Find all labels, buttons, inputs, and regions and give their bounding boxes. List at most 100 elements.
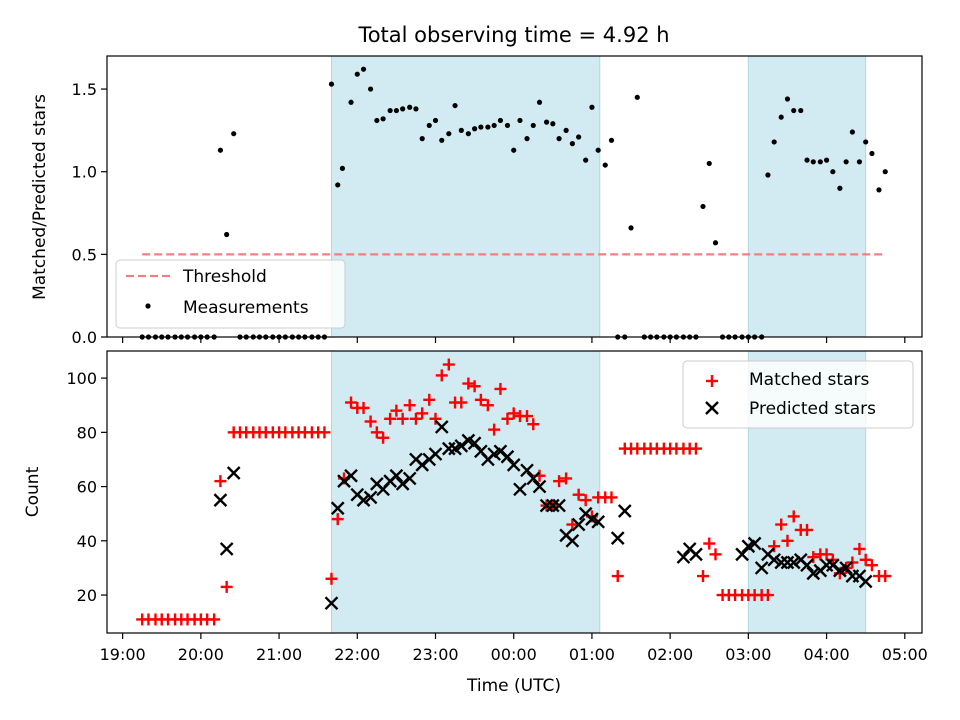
matched-star-marker <box>423 393 436 406</box>
predicted-star-marker <box>819 558 834 573</box>
legend-predicted-label: Predicted stars <box>749 399 876 419</box>
measurement-point <box>628 225 634 231</box>
y-tick-label: 80 <box>77 423 97 442</box>
measurement-point <box>856 159 863 165</box>
predicted-star-marker <box>754 561 769 575</box>
matched-star-marker <box>390 404 403 417</box>
matched-star-marker <box>605 491 618 504</box>
matched-star-marker <box>208 613 221 626</box>
measurement-point <box>882 169 888 175</box>
measurement-point <box>217 147 224 153</box>
measurement-point <box>765 172 771 178</box>
matched-star-marker <box>501 412 514 425</box>
bottom-legend-box <box>682 360 914 429</box>
matched-star-marker <box>507 407 520 420</box>
matched-star-marker <box>879 570 892 583</box>
predicted-star-marker <box>800 558 814 573</box>
measurement-point <box>348 99 354 105</box>
matched-star-marker <box>435 369 448 382</box>
measurement-point <box>569 141 575 147</box>
predicted-star-marker <box>689 547 703 562</box>
measurement-point <box>491 122 497 129</box>
measurement-point <box>446 131 452 137</box>
measurement-point <box>472 126 478 132</box>
measurement-point <box>339 165 346 171</box>
predicted-star-marker <box>780 555 795 570</box>
matched-star-marker <box>416 407 429 420</box>
matched-star-marker <box>396 412 409 425</box>
predicted-star-marker <box>526 471 541 486</box>
predicted-star-marker <box>539 498 554 513</box>
predicted-star-marker <box>532 479 547 494</box>
measurement-point <box>413 106 419 112</box>
measurement-point <box>400 106 406 112</box>
matched-star-marker <box>481 399 494 412</box>
matched-star-marker <box>768 540 781 553</box>
measurement-point <box>354 71 360 77</box>
measurement-point <box>452 102 458 109</box>
matched-star-marker <box>865 559 878 572</box>
matched-star-marker <box>468 380 481 393</box>
measurement-point <box>843 159 849 165</box>
measurement-point <box>458 127 464 133</box>
measurement-point <box>517 117 523 124</box>
matched-star-marker <box>474 393 487 406</box>
measurement-point <box>823 157 830 163</box>
measurement-point <box>550 121 556 127</box>
matched-star-marker <box>807 551 820 564</box>
measurement-point <box>439 137 445 143</box>
top-panel: 0.0 0.5 1.0 1.5 Matched/Predicted stars Thr… <box>30 55 923 347</box>
matched-star-marker <box>377 431 390 444</box>
x-tick-label: 21:00 <box>256 645 302 664</box>
predicted-star-marker <box>226 466 241 480</box>
matched-star-marker <box>560 472 573 485</box>
top-shaded-interval-0 <box>330 55 601 338</box>
predicted-star-marker <box>441 441 456 456</box>
predicted-star-marker <box>219 542 234 556</box>
measurement-point <box>863 139 869 145</box>
matched-star-marker <box>775 518 788 531</box>
matched-star-marker <box>325 572 338 585</box>
measurement-point <box>419 136 425 142</box>
predicted-star-marker <box>786 555 801 570</box>
matched-star-marker <box>364 415 377 428</box>
predicted-star-marker <box>591 514 606 529</box>
matched-star-marker <box>709 548 722 561</box>
measurement-point <box>589 104 595 110</box>
top-x-ticks <box>122 337 906 343</box>
measurement-point <box>485 124 491 130</box>
measurement-point <box>380 116 386 122</box>
measurement-point <box>360 66 367 72</box>
x-tick-label: 20:00 <box>178 645 224 664</box>
predicted-star-marker <box>402 471 417 486</box>
measurement-point <box>837 185 843 191</box>
x-tick-label: 04:00 <box>804 645 850 664</box>
matched-star-marker <box>214 475 227 488</box>
matched-star-marker <box>781 534 794 547</box>
bottom-y-ticks: 20 40 60 80 100 <box>66 369 107 605</box>
measurement-point <box>432 117 439 124</box>
predicted-star-marker <box>839 561 853 575</box>
predicted-star-marker <box>500 449 515 464</box>
matched-star-marker <box>611 570 624 583</box>
predicted-star-marker <box>545 498 560 513</box>
matched-star-marker <box>787 510 800 523</box>
legend-threshold-label: Threshold <box>182 267 267 287</box>
legend-measurements-swatch <box>145 303 151 309</box>
measurement-point <box>608 137 615 143</box>
predicted-star-marker <box>767 552 782 567</box>
predicted-star-marker <box>774 555 789 570</box>
matched-star-marker <box>318 426 331 439</box>
measurement-point <box>407 104 413 110</box>
matched-star-marker <box>345 396 358 409</box>
measurement-point <box>706 160 712 167</box>
measurement-point <box>869 150 875 157</box>
measurement-point <box>497 117 504 124</box>
predicted-star-marker <box>389 468 404 483</box>
matched-star-marker <box>462 377 475 390</box>
matched-star-marker <box>853 542 866 555</box>
predicted-star-marker <box>356 493 371 507</box>
matched-star-marker <box>689 442 702 455</box>
measurement-point <box>536 99 543 105</box>
